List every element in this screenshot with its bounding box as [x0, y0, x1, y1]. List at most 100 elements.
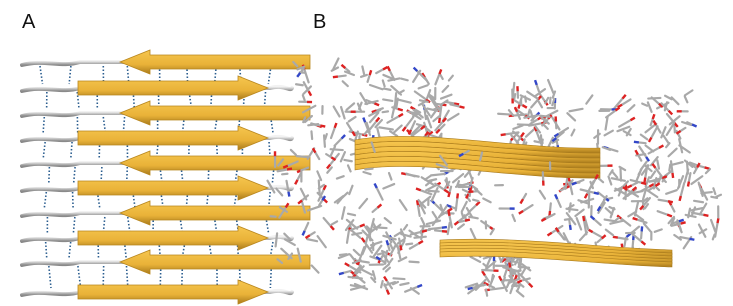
oxygen: [680, 196, 681, 201]
side-chain: [644, 224, 651, 232]
hydrogen-bond: [44, 192, 46, 209]
nitrogen: [555, 194, 557, 199]
beta-strand: [78, 226, 268, 250]
nitrogen: [375, 183, 377, 187]
side-chain: [651, 119, 653, 125]
side-chain: [550, 203, 551, 211]
side-chain: [435, 230, 442, 231]
side-chain: [512, 215, 514, 221]
beta-strand: [120, 101, 310, 125]
side-chain: [282, 174, 287, 175]
side-chain: [381, 254, 384, 258]
hydrogen-bond: [73, 192, 74, 209]
side-chain: [490, 288, 504, 290]
nitrogen: [414, 68, 418, 71]
oxygen: [517, 280, 521, 282]
oxygen: [718, 218, 719, 223]
panel-label: A: [22, 11, 36, 33]
side-chain: [317, 171, 321, 180]
side-chain: [681, 128, 686, 131]
side-chain: [385, 218, 391, 223]
side-chain: [343, 81, 348, 86]
oxygen: [649, 138, 651, 142]
oxygen: [384, 277, 387, 281]
oxygen: [331, 226, 334, 230]
side-chain: [701, 192, 711, 193]
side-chain: [482, 270, 493, 271]
side-chain: [331, 128, 335, 138]
hydrogen-bond: [49, 167, 50, 184]
side-chain: [540, 191, 545, 199]
oxygen: [439, 118, 440, 123]
nitrogen: [387, 240, 388, 245]
side-chain: [691, 208, 703, 210]
side-chain: [671, 205, 674, 211]
side-chain: [381, 281, 383, 287]
side-chain: [498, 114, 509, 115]
oxygen: [320, 126, 325, 127]
side-chain: [577, 180, 584, 183]
side-chain: [409, 262, 418, 263]
side-chain: [557, 199, 561, 207]
side-chain: [429, 179, 436, 181]
oxygen: [615, 108, 619, 111]
side-chain: [406, 174, 414, 177]
side-chain: [347, 230, 349, 242]
side-chain: [362, 67, 364, 75]
oxygen: [333, 77, 338, 78]
side-chain: [716, 195, 721, 197]
side-chain: [435, 74, 439, 84]
side-chain: [713, 234, 715, 239]
side-chain: [706, 169, 710, 173]
side-chain: [344, 160, 351, 161]
nitrogen: [689, 239, 694, 240]
side-chain: [366, 237, 367, 242]
side-chain: [657, 160, 659, 168]
oxygen: [509, 263, 510, 268]
nitrogen: [442, 227, 447, 228]
beta-strand: [78, 76, 268, 100]
side-chain: [340, 193, 347, 200]
side-chain: [520, 257, 521, 269]
side-chain: [569, 220, 570, 225]
panel-a-structure: [22, 50, 310, 304]
side-chain: [666, 143, 669, 147]
side-chain: [462, 202, 467, 212]
nitrogen: [570, 225, 571, 230]
oxygen: [400, 245, 401, 250]
hydrogen-bond: [69, 66, 71, 84]
side-chain: [605, 220, 614, 221]
oxygen: [631, 118, 635, 120]
oxygen: [327, 165, 330, 169]
side-chain: [305, 223, 309, 231]
oxygen: [669, 111, 672, 115]
side-chain: [632, 183, 638, 186]
side-chain: [514, 94, 515, 99]
side-chain: [641, 135, 648, 140]
oxygen: [287, 169, 292, 170]
nitrogen: [626, 234, 630, 237]
side-chain: [386, 268, 390, 272]
side-chain: [354, 250, 359, 255]
side-chain: [419, 85, 428, 88]
side-chain: [612, 172, 617, 178]
side-chain: [566, 209, 577, 210]
side-chain: [681, 183, 684, 196]
oxygen: [295, 180, 297, 184]
side-chain: [310, 232, 315, 235]
side-chain: [383, 80, 385, 86]
side-chain: [304, 69, 308, 82]
oxygen: [454, 222, 458, 225]
oxygen: [659, 145, 663, 147]
side-chain: [325, 134, 327, 139]
nitrogen: [679, 220, 684, 222]
side-chain: [513, 126, 522, 129]
oxygen: [416, 189, 421, 191]
side-chain: [611, 208, 614, 217]
side-chain: [413, 71, 420, 82]
side-chain: [384, 89, 391, 90]
side-chain: [389, 259, 392, 263]
side-chain: [503, 278, 505, 283]
hydrogen-bond: [46, 242, 47, 258]
oxygen: [374, 103, 379, 105]
